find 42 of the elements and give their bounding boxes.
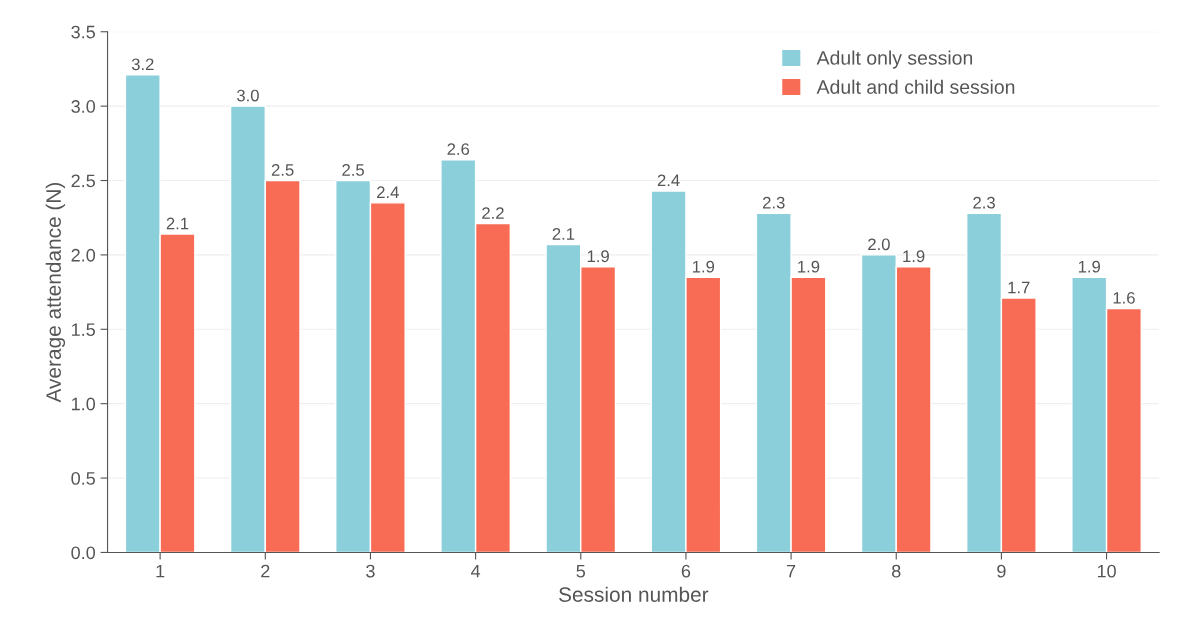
data-label: 1.9: [692, 260, 715, 273]
data-label: 3.2: [131, 58, 154, 71]
data-label: 2.1: [552, 228, 575, 240]
x-tick-label: 1: [156, 564, 165, 578]
y-tick-label: 2.5: [71, 174, 95, 188]
data-label: 1.9: [903, 250, 925, 263]
y-tick-label: 1.5: [72, 323, 95, 337]
data-label: 2.2: [482, 207, 504, 219]
data-label: 1.9: [798, 260, 820, 273]
x-tick-label: 10: [1097, 564, 1116, 578]
data-label: 2.5: [342, 164, 364, 176]
data-label: 1.6: [1113, 291, 1135, 304]
data-label: 2.4: [657, 174, 680, 187]
x-tick-label: 3: [366, 564, 375, 578]
data-label: 3.0: [236, 89, 259, 102]
y-tick-label: 3.0: [71, 100, 96, 113]
x-axis-title: Session number: [559, 586, 709, 602]
data-label: 2.4: [377, 186, 399, 198]
x-tick-label: 4: [471, 564, 481, 578]
data-label: 1.7: [1008, 281, 1030, 294]
data-label: 2.1: [166, 217, 189, 230]
y-tick-label: 3.5: [71, 25, 95, 39]
y-tick-label: 0.5: [71, 472, 95, 485]
x-tick-label: 8: [892, 564, 901, 578]
x-tick-label: 2: [261, 564, 270, 578]
data-label: 2.5: [271, 164, 294, 176]
legend-label: Adult and child session: [816, 79, 1015, 94]
y-tick-label: 1.0: [72, 397, 96, 411]
data-label: 2.3: [973, 196, 995, 209]
data-label: 1.9: [1078, 260, 1101, 273]
x-tick-label: 9: [997, 564, 1006, 578]
x-tick-label: 6: [681, 564, 691, 578]
x-tick-label: 7: [787, 564, 796, 578]
y-tick-label: 0.0: [71, 546, 96, 560]
data-label: 2.0: [868, 238, 890, 251]
y-tick-label: 2.0: [71, 248, 96, 262]
data-label: 2.6: [447, 143, 470, 156]
x-tick-label: 5: [576, 564, 586, 578]
y-axis-title: Average attendance (N): [45, 182, 66, 403]
data-label: 1.9: [587, 250, 609, 263]
data-label: 2.3: [762, 196, 785, 209]
legend-label: Adult only session: [816, 50, 973, 69]
